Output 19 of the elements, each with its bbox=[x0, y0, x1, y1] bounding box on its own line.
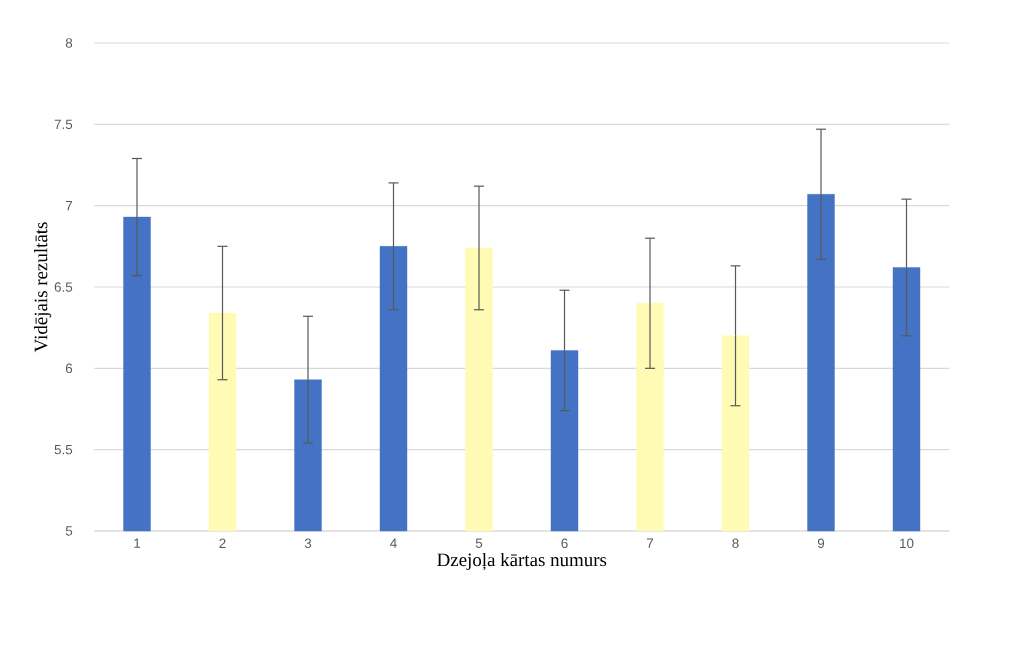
y-tick-label: 5.5 bbox=[54, 444, 73, 455]
x-tick-label: 4 bbox=[390, 538, 397, 548]
y-tick-label: 7.5 bbox=[54, 119, 73, 130]
x-tick-label: 8 bbox=[732, 538, 739, 549]
x-tick-label: 2 bbox=[219, 538, 226, 548]
x-tick-label: 7 bbox=[646, 538, 654, 548]
x-tick-label: 9 bbox=[817, 538, 825, 549]
x-tick-label: 5 bbox=[475, 538, 483, 548]
y-tick-label: 5 bbox=[65, 526, 73, 536]
y-tick-label: 6 bbox=[65, 363, 73, 374]
y-tick-label: 7 bbox=[65, 201, 73, 211]
x-axis-title: Dzejoļa kārtas numurs bbox=[437, 552, 607, 571]
x-tick-label: 3 bbox=[304, 538, 312, 549]
y-tick-label: 8 bbox=[65, 38, 73, 48]
x-tick-label: 1 bbox=[134, 538, 141, 548]
y-axis-title: Vidējais rezultāts bbox=[34, 222, 52, 353]
y-tick-label: 6.5 bbox=[54, 282, 73, 292]
x-tick-label: 6 bbox=[561, 538, 568, 549]
x-tick-label: 10 bbox=[900, 538, 914, 549]
